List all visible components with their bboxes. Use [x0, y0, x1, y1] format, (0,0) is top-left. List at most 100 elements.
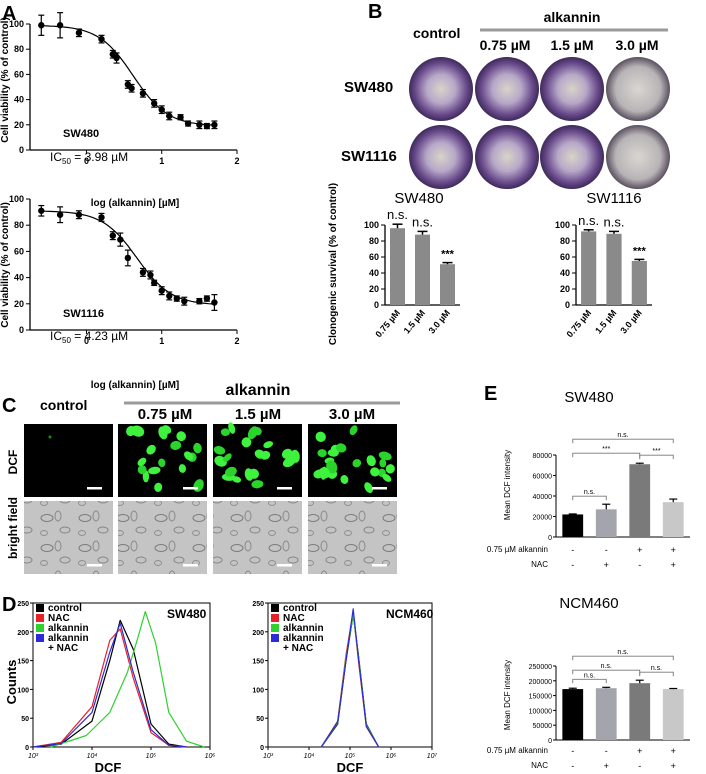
y-tick-label: 60	[14, 69, 24, 79]
y-tick-label: 100	[555, 220, 570, 230]
panel-e-top-title: SW480	[564, 389, 613, 406]
panel-b-bar-title-sw480: SW480	[394, 190, 443, 207]
x-tick-label: 10⁵	[146, 753, 157, 760]
scale-bar-dcf-dose2	[277, 487, 292, 490]
panel-label-b: B	[368, 1, 382, 23]
panel-e-ncm460-plot: 0 50000 100000 150000 200000 250000 n.s. n.s. n.…	[529, 649, 690, 771]
panel-d-left-cell: SW480	[167, 607, 207, 621]
fit-curve	[41, 25, 215, 126]
y-tick-label: 40000	[533, 494, 553, 501]
legend-swatch	[271, 634, 279, 642]
alkannin-sign: +	[637, 746, 642, 756]
x-tick-label: 1.5 µM	[593, 308, 618, 336]
panel-a-top-cell-label: SW480	[63, 128, 99, 140]
panel-d-right-xlabel: DCF	[337, 760, 364, 774]
green-cell	[241, 437, 252, 448]
panel-a-bottom-xlabel: log (alkannin) [µM]	[91, 380, 180, 391]
data-point	[75, 29, 83, 37]
panel-a-top-ic50: IC50 = 3.98 µM	[50, 150, 128, 166]
data-point	[184, 120, 192, 127]
green-cell	[137, 465, 147, 475]
panel-a-top-ylabel: Cell viability (% of control)	[0, 17, 11, 143]
y-tick-label: 20	[560, 284, 570, 294]
data-point	[98, 35, 105, 43]
panel-d-right-cell: NCM460	[386, 607, 434, 621]
panel-e-sw480-plot: 0 20000 40000 60000 80000 n.s. *** *** n.s. - - - + +…	[533, 432, 690, 570]
comparison-bracket	[572, 452, 641, 458]
y-tick-label: 0	[374, 300, 379, 310]
green-cell	[178, 464, 187, 473]
brightfield-image-dose1	[118, 501, 207, 574]
green-cell	[282, 456, 296, 468]
dcf-image-control	[24, 424, 113, 497]
nac-sign: +	[671, 761, 676, 771]
x-tick-label: 10³	[28, 753, 39, 760]
y-tick-label: 0	[565, 300, 570, 310]
panel-d-histograms: Counts 0 50 100 150 200 250 10³ 10⁴ 10⁵ 10⁶ contro…	[4, 601, 438, 774]
y-tick-label: 100	[252, 687, 264, 694]
panel-b-dose-3: 3.0 µM	[615, 37, 658, 53]
green-cell	[176, 431, 187, 442]
comparison-label: n.s.	[601, 663, 612, 670]
legend-swatch	[36, 614, 44, 622]
bar	[595, 509, 617, 537]
y-tick-label: 80000	[533, 453, 553, 460]
green-cell	[352, 459, 362, 468]
legend-label: control	[48, 603, 82, 614]
scale-bar-dcf-dose3	[372, 487, 387, 490]
y-tick-label: 0	[19, 145, 24, 155]
significance-label: n.s.	[412, 214, 433, 229]
comparison-label: n.s.	[584, 489, 595, 496]
scale-bar-bf-dose1	[183, 564, 198, 567]
bar	[606, 233, 622, 305]
y-tick-label: 50	[21, 716, 29, 723]
bar	[629, 464, 651, 537]
bar	[631, 261, 647, 305]
data-point	[196, 121, 203, 128]
green-cell	[247, 426, 258, 440]
y-tick-label: 100	[364, 220, 379, 230]
green-cell	[126, 425, 136, 437]
green-cell	[232, 476, 242, 483]
y-tick-label: 80	[14, 220, 24, 230]
data-point	[124, 254, 132, 262]
panel-e-top-row-alk: 0.75 µM alkannin	[487, 545, 548, 554]
panel-label-a: A	[2, 3, 16, 25]
x-tick-label: 10⁷	[427, 753, 438, 760]
dish-sw480-dose3	[606, 57, 670, 121]
legend-label: NAC	[283, 613, 305, 624]
green-cell	[158, 458, 166, 468]
green-cell	[318, 467, 330, 479]
legend-swatch	[36, 604, 44, 612]
data-point	[151, 279, 158, 287]
data-point	[38, 207, 45, 214]
nac-sign: +	[604, 560, 609, 570]
green-cell	[223, 453, 232, 462]
x-tick-label: 0.75 µM	[565, 308, 594, 339]
panel-a-bottom-chart: Cell viability (% of control) 0204060801…	[0, 194, 240, 391]
nac-sign: -	[638, 761, 641, 771]
y-tick-label: 250000	[529, 664, 552, 671]
nac-sign: -	[571, 761, 574, 771]
alkannin-sign: -	[571, 545, 574, 555]
legend-label: + NAC	[283, 643, 313, 654]
y-tick-label: 20000	[533, 515, 553, 522]
dish-sw480-control	[409, 57, 473, 121]
panel-c-row-dcf: DCF	[6, 450, 20, 475]
green-cell	[183, 451, 194, 461]
comparison-bracket	[572, 438, 674, 444]
panel-label-c: C	[2, 395, 16, 417]
green-cell	[137, 457, 147, 467]
panel-b-bar-chart-sw480: SW480 Clonogenic survival (% of control)…	[328, 183, 460, 345]
comparison-bracket	[572, 495, 607, 501]
scale-bar-bf-dose3	[372, 564, 387, 567]
nac-sign: +	[604, 761, 609, 771]
green-cell	[382, 473, 392, 482]
bar	[629, 683, 651, 740]
y-tick-label: 60	[369, 252, 379, 262]
data-point	[38, 22, 45, 29]
panel-c-dose-1: 0.75 µM	[138, 406, 193, 423]
green-cell	[228, 422, 236, 434]
y-tick-label: 50	[256, 716, 264, 723]
